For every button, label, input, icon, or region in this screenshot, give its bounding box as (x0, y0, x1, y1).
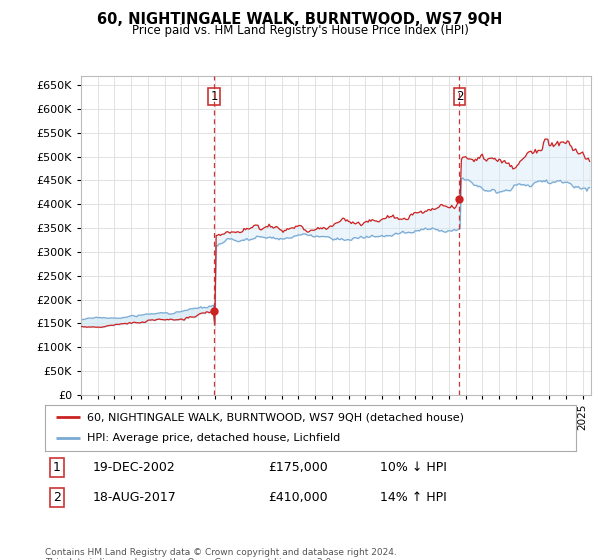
Text: 2: 2 (455, 90, 463, 103)
Text: 60, NIGHTINGALE WALK, BURNTWOOD, WS7 9QH: 60, NIGHTINGALE WALK, BURNTWOOD, WS7 9QH (97, 12, 503, 27)
Text: Price paid vs. HM Land Registry's House Price Index (HPI): Price paid vs. HM Land Registry's House … (131, 24, 469, 37)
Text: 19-DEC-2002: 19-DEC-2002 (93, 461, 176, 474)
Text: 1: 1 (53, 461, 61, 474)
Text: £410,000: £410,000 (268, 491, 328, 504)
Text: 14% ↑ HPI: 14% ↑ HPI (380, 491, 446, 504)
Text: 60, NIGHTINGALE WALK, BURNTWOOD, WS7 9QH (detached house): 60, NIGHTINGALE WALK, BURNTWOOD, WS7 9QH… (88, 412, 464, 422)
Text: 2: 2 (53, 491, 61, 504)
Text: HPI: Average price, detached house, Lichfield: HPI: Average price, detached house, Lich… (88, 433, 341, 444)
Text: 10% ↓ HPI: 10% ↓ HPI (380, 461, 446, 474)
Text: 18-AUG-2017: 18-AUG-2017 (93, 491, 176, 504)
Text: £175,000: £175,000 (268, 461, 328, 474)
Text: 1: 1 (211, 90, 218, 103)
Text: Contains HM Land Registry data © Crown copyright and database right 2024.
This d: Contains HM Land Registry data © Crown c… (45, 548, 397, 560)
